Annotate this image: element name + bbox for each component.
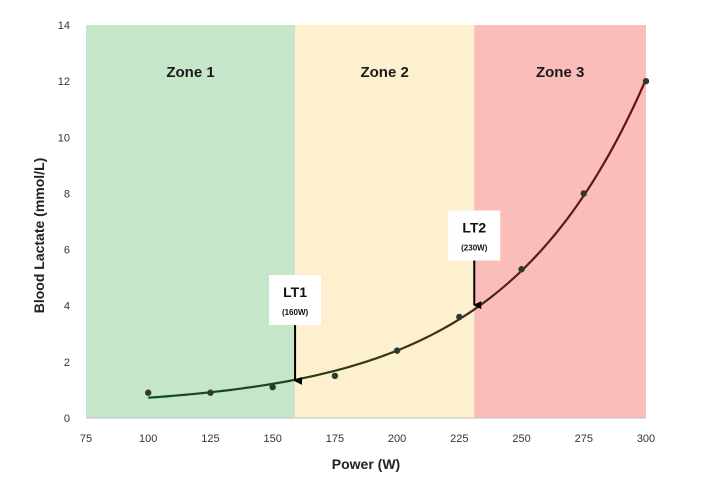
x-tick-275: 275 <box>575 433 593 445</box>
data-point-2 <box>207 389 214 396</box>
x-axis-title: Power (W) <box>332 456 400 472</box>
x-tick-125: 125 <box>201 433 219 445</box>
annotation-title: LT2 <box>462 220 486 236</box>
x-tick-300: 300 <box>637 433 655 445</box>
zone-label-3: Zone 3 <box>536 64 584 81</box>
x-tick-75: 75 <box>80 433 92 445</box>
x-tick-labels: 75 100 125 150 175 200 225 250 275 300 <box>80 433 655 445</box>
data-point-3 <box>269 383 276 391</box>
annotation-sublabel: (160W) <box>282 308 309 317</box>
y-tick-0: 0 <box>64 413 70 425</box>
y-tick-12: 12 <box>58 76 70 88</box>
x-tick-250: 250 <box>512 433 530 445</box>
annotation-sublabel: (230W) <box>461 244 488 253</box>
y-tick-4: 4 <box>64 301 70 313</box>
x-tick-200: 200 <box>388 433 406 445</box>
x-tick-175: 175 <box>326 433 344 445</box>
y-tick-8: 8 <box>64 188 70 200</box>
annotation-title: LT1 <box>283 284 307 300</box>
annotation-lt1: LT1 (160W) <box>269 275 322 385</box>
x-tick-100: 100 <box>139 433 157 445</box>
zone-band-2 <box>295 25 475 418</box>
data-point-6 <box>456 313 463 321</box>
y-tick-14: 14 <box>58 20 70 32</box>
data-point-1 <box>145 389 152 396</box>
y-tick-10: 10 <box>58 132 70 144</box>
data-point-7 <box>518 266 525 273</box>
y-tick-labels: 0 2 4 6 8 10 12 14 <box>58 20 70 425</box>
y-axis-title: Blood Lactate (mmol/L) <box>31 158 47 314</box>
x-tick-150: 150 <box>263 433 281 445</box>
annotation-box <box>448 210 501 261</box>
x-tick-225: 225 <box>450 433 468 445</box>
zone-band-3 <box>474 25 646 418</box>
y-tick-6: 6 <box>64 245 70 257</box>
data-point-9 <box>642 77 650 85</box>
zone-band-1 <box>86 25 296 418</box>
data-point-5 <box>393 347 401 354</box>
y-tick-2: 2 <box>64 357 70 369</box>
data-points <box>145 77 650 396</box>
annotation-box <box>269 275 322 326</box>
threshold-annotations: LT1 (160W) LT2 (230W) <box>269 210 501 385</box>
axes: 75 100 125 150 175 200 225 250 275 300 0 2 4 6 8 10 12 1… <box>58 20 655 445</box>
annotation-lt2: LT2 (230W) <box>448 210 501 310</box>
data-point-8 <box>580 190 587 197</box>
data-point-4 <box>331 372 339 380</box>
zone-label-1: Zone 1 <box>166 64 214 81</box>
zone-bands: Zone 1 Zone 2 Zone 3 <box>86 25 646 418</box>
zone-label-2: Zone 2 <box>360 64 408 81</box>
